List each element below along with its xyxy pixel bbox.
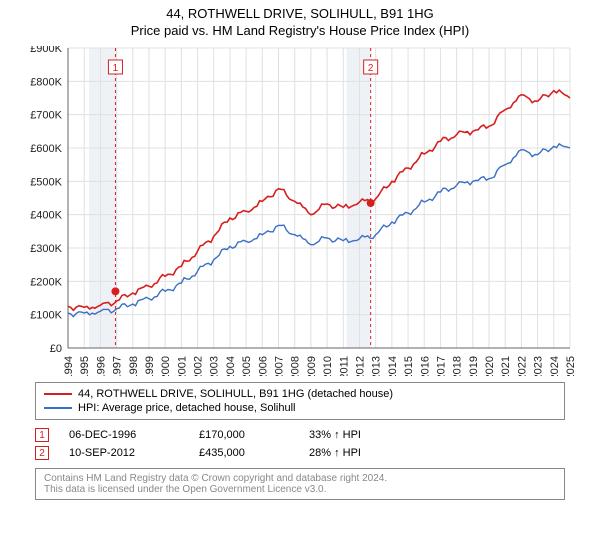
svg-text:£0: £0 bbox=[50, 343, 62, 355]
event-row: 1 06-DEC-1996 £170,000 33% ↑ HPI bbox=[35, 426, 565, 444]
svg-text:2002: 2002 bbox=[193, 356, 205, 376]
legend-item: 44, ROTHWELL DRIVE, SOLIHULL, B91 1HG (d… bbox=[44, 387, 556, 401]
svg-text:2024: 2024 bbox=[549, 356, 561, 376]
event-delta: 33% ↑ HPI bbox=[309, 429, 361, 441]
svg-text:£700K: £700K bbox=[30, 110, 62, 122]
event-price: £435,000 bbox=[199, 447, 289, 459]
svg-text:2000: 2000 bbox=[160, 356, 172, 376]
legend-swatch bbox=[44, 393, 72, 395]
svg-text:£400K: £400K bbox=[30, 210, 62, 222]
svg-text:2015: 2015 bbox=[403, 356, 415, 376]
event-badge: 2 bbox=[35, 446, 49, 460]
footer-attribution: Contains HM Land Registry data © Crown c… bbox=[35, 468, 565, 500]
svg-text:2006: 2006 bbox=[257, 356, 269, 376]
svg-text:2005: 2005 bbox=[241, 356, 253, 376]
svg-text:1999: 1999 bbox=[144, 356, 156, 376]
svg-text:2018: 2018 bbox=[452, 356, 464, 376]
svg-text:2013: 2013 bbox=[371, 356, 383, 376]
legend-box: 44, ROTHWELL DRIVE, SOLIHULL, B91 1HG (d… bbox=[35, 382, 565, 420]
svg-text:2007: 2007 bbox=[274, 356, 286, 376]
svg-text:2004: 2004 bbox=[225, 356, 237, 376]
event-price: £170,000 bbox=[199, 429, 289, 441]
footer-line1: Contains HM Land Registry data © Crown c… bbox=[44, 473, 556, 484]
event-row: 2 10-SEP-2012 £435,000 28% ↑ HPI bbox=[35, 444, 565, 462]
svg-text:£600K: £600K bbox=[30, 143, 62, 155]
svg-text:1: 1 bbox=[113, 63, 119, 74]
legend-label: HPI: Average price, detached house, Soli… bbox=[78, 402, 296, 414]
svg-text:2025: 2025 bbox=[565, 356, 577, 376]
svg-text:2012: 2012 bbox=[354, 356, 366, 376]
svg-text:2022: 2022 bbox=[516, 356, 528, 376]
event-delta: 28% ↑ HPI bbox=[309, 447, 361, 459]
svg-text:1998: 1998 bbox=[128, 356, 140, 376]
svg-text:2017: 2017 bbox=[435, 356, 447, 376]
svg-text:£500K: £500K bbox=[30, 176, 62, 188]
svg-text:£100K: £100K bbox=[30, 310, 62, 322]
svg-text:2008: 2008 bbox=[290, 356, 302, 376]
svg-text:1996: 1996 bbox=[95, 356, 107, 376]
svg-text:1995: 1995 bbox=[79, 356, 91, 376]
svg-text:2023: 2023 bbox=[533, 356, 545, 376]
events-table: 1 06-DEC-1996 £170,000 33% ↑ HPI 2 10-SEP-201… bbox=[35, 426, 565, 462]
line-chart: £0 £100K £200K £300K £400K £500K £600K £700K £80… bbox=[20, 46, 580, 376]
svg-text:£200K: £200K bbox=[30, 276, 62, 288]
legend-item: HPI: Average price, detached house, Soli… bbox=[44, 401, 556, 415]
svg-text:2019: 2019 bbox=[468, 356, 480, 376]
svg-text:2003: 2003 bbox=[209, 356, 221, 376]
chart-title-line2: Price paid vs. HM Land Registry's House … bbox=[131, 23, 469, 38]
svg-text:2001: 2001 bbox=[176, 356, 188, 376]
svg-text:£900K: £900K bbox=[30, 46, 62, 55]
svg-text:2009: 2009 bbox=[306, 356, 318, 376]
svg-text:2014: 2014 bbox=[387, 356, 399, 376]
svg-text:1997: 1997 bbox=[112, 356, 124, 376]
legend-label: 44, ROTHWELL DRIVE, SOLIHULL, B91 1HG (d… bbox=[78, 388, 393, 400]
svg-text:£800K: £800K bbox=[30, 76, 62, 88]
svg-text:£300K: £300K bbox=[30, 243, 62, 255]
svg-text:2011: 2011 bbox=[338, 356, 350, 376]
chart-area: £0 £100K £200K £300K £400K £500K £600K £700K £80… bbox=[20, 46, 580, 376]
svg-text:2020: 2020 bbox=[484, 356, 496, 376]
svg-text:2: 2 bbox=[368, 63, 374, 74]
svg-text:2010: 2010 bbox=[322, 356, 334, 376]
svg-text:2021: 2021 bbox=[500, 356, 512, 376]
event-badge: 1 bbox=[35, 428, 49, 442]
chart-title-line1: 44, ROTHWELL DRIVE, SOLIHULL, B91 1HG bbox=[166, 6, 434, 21]
svg-text:1994: 1994 bbox=[63, 356, 75, 376]
event-date: 06-DEC-1996 bbox=[69, 429, 179, 441]
footer-line2: This data is licensed under the Open Gov… bbox=[44, 484, 556, 495]
event-date: 10-SEP-2012 bbox=[69, 447, 179, 459]
svg-text:2016: 2016 bbox=[419, 356, 431, 376]
legend-swatch bbox=[44, 407, 72, 409]
